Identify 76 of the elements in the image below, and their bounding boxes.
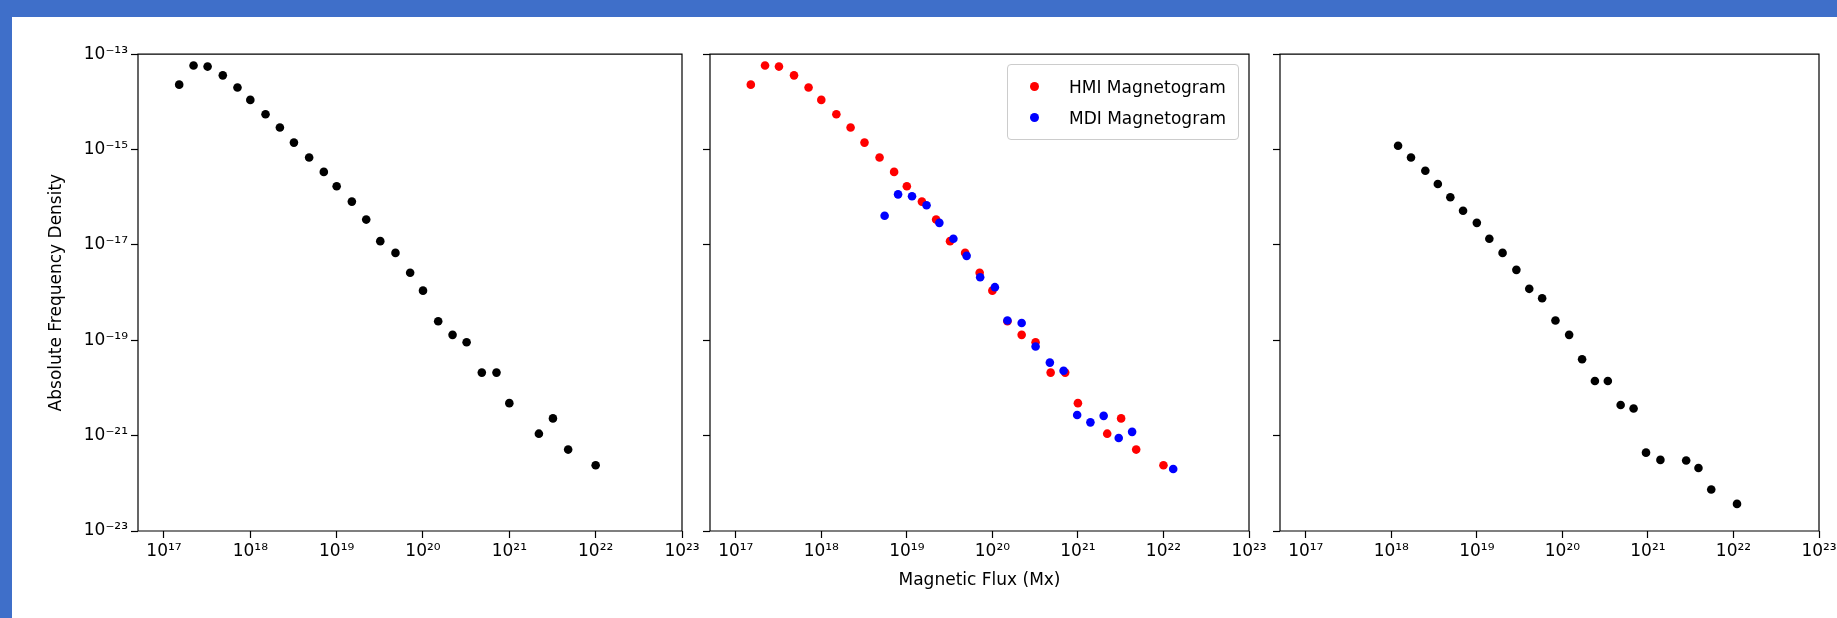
- point: [405, 268, 415, 278]
- point: [1590, 376, 1600, 386]
- y-tick-label: 10⁻²³: [83, 519, 128, 540]
- point: [433, 317, 443, 326]
- x-tick-label: 10¹⁹: [889, 539, 925, 560]
- x-tick-label: 10¹⁸: [1373, 539, 1410, 560]
- x-tick-label: 10²¹: [1060, 539, 1096, 560]
- point: [505, 398, 514, 408]
- point: [1421, 166, 1430, 176]
- point: [319, 167, 329, 177]
- point: [1629, 404, 1638, 413]
- x-tick-label: 10²³: [664, 539, 700, 560]
- point: [1656, 455, 1665, 465]
- point: [492, 368, 501, 377]
- y-axis-title: Absolute Frequency Density: [44, 173, 65, 412]
- x-tick-label: 10²²: [1145, 539, 1182, 560]
- point: [1446, 192, 1455, 202]
- x-tick-label: 10²⁰: [1544, 539, 1581, 560]
- y-tick-label: 10⁻¹³: [83, 42, 128, 63]
- point: [1551, 316, 1560, 325]
- point: [375, 236, 385, 246]
- y-tick-label: 10⁻¹⁷: [83, 233, 129, 254]
- point: [332, 181, 341, 191]
- point: [1512, 265, 1521, 275]
- x-tick-label: 10¹⁸: [232, 539, 269, 560]
- point: [189, 61, 198, 70]
- point: [347, 197, 357, 206]
- point: [1603, 376, 1613, 386]
- point: [174, 80, 184, 89]
- x-tick-label: 10¹⁷: [718, 539, 754, 560]
- point: [1393, 141, 1403, 151]
- legend-label: MDI Magnetogram: [1069, 107, 1227, 128]
- x-axis-title: Magnetic Flux (Mx): [898, 569, 1061, 590]
- point: [1485, 234, 1494, 244]
- point: [304, 153, 314, 162]
- point: [1498, 248, 1507, 258]
- x-tick-label: 10²⁰: [405, 539, 441, 560]
- point: [448, 330, 457, 340]
- point: [1406, 153, 1416, 162]
- point: [1524, 284, 1534, 294]
- x-tick-label: 10¹⁸: [803, 539, 840, 560]
- point: [289, 138, 299, 147]
- point: [462, 337, 471, 347]
- x-tick-label: 10²³: [1801, 539, 1837, 560]
- point: [1641, 448, 1651, 457]
- x-tick-label: 10¹⁷: [146, 539, 182, 560]
- x-tick-label: 10²¹: [491, 539, 527, 560]
- point: [1564, 330, 1574, 340]
- point: [1458, 206, 1468, 216]
- x-tick-label: 10¹⁹: [319, 539, 355, 560]
- x-tick-label: 10²³: [1231, 539, 1267, 560]
- y-tick-label: 10⁻¹⁹: [83, 328, 129, 349]
- point: [1433, 179, 1443, 189]
- y-tick-label: 10⁻¹⁵: [83, 137, 128, 158]
- point: [361, 215, 371, 224]
- point: [1577, 354, 1587, 364]
- point: [1537, 293, 1547, 303]
- point: [218, 71, 228, 80]
- point: [261, 109, 270, 119]
- point: [1472, 218, 1482, 228]
- point: [391, 248, 400, 258]
- x-tick-label: 10¹⁹: [1459, 539, 1495, 560]
- x-tick-label: 10¹⁷: [1288, 539, 1324, 560]
- x-tick-label: 10²²: [1715, 539, 1752, 560]
- point: [246, 95, 255, 105]
- x-tick-label: 10²⁰: [974, 539, 1011, 560]
- point: [203, 62, 212, 71]
- x-tick-label: 10²²: [578, 539, 614, 560]
- point: [477, 368, 487, 377]
- x-tick-label: 10²¹: [1630, 539, 1666, 560]
- y-tick-label: 10⁻²¹: [83, 424, 128, 445]
- point: [275, 123, 285, 132]
- point: [418, 286, 428, 295]
- point: [233, 83, 242, 92]
- point: [1616, 400, 1625, 410]
- legend-label: HMI Magnetogram: [1069, 76, 1226, 97]
